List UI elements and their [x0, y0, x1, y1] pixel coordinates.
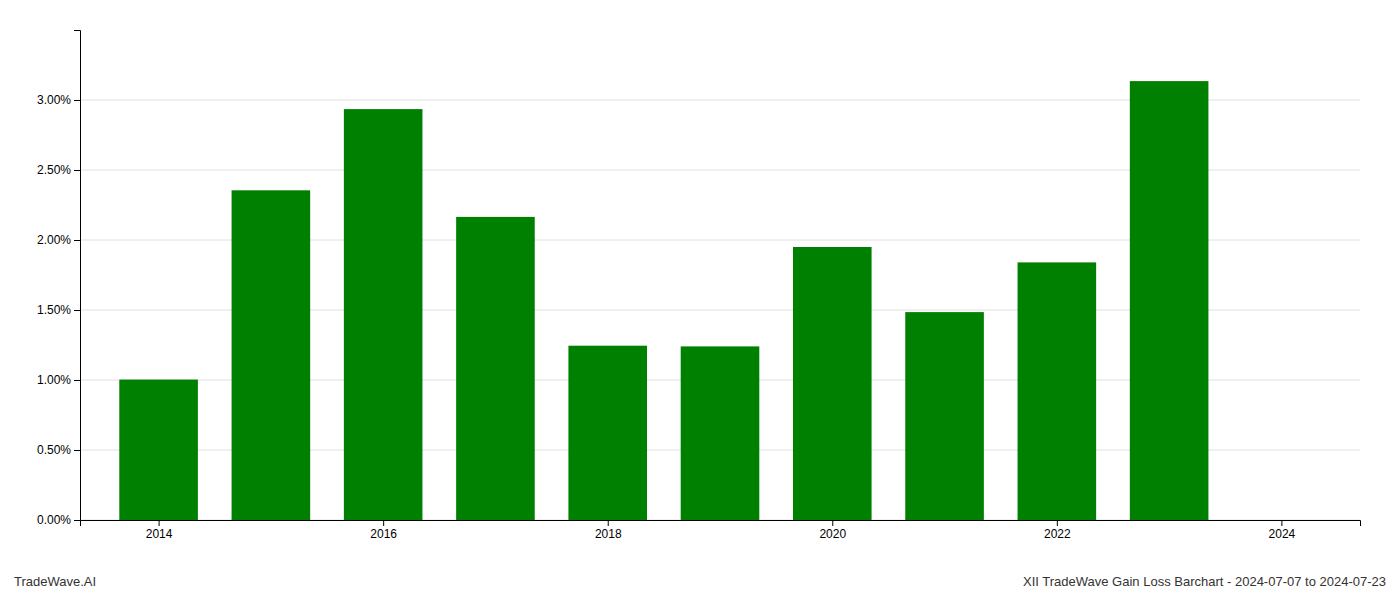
tick-mark	[74, 380, 80, 381]
tick: 1.50%	[37, 303, 80, 317]
tick-mark	[1057, 520, 1058, 526]
tick: 1.00%	[37, 373, 80, 387]
bar	[905, 312, 984, 520]
tick-label: 3.00%	[37, 93, 71, 107]
x-axis: 2014 2016 2018 2020 2022 2024	[81, 520, 1361, 541]
tick-label: 0.50%	[37, 443, 71, 457]
tick-mark	[74, 170, 80, 171]
tick: 2020	[819, 520, 846, 541]
axis-line	[74, 31, 81, 521]
footer-text: XII TradeWave Gain Loss Barchart - 2024-…	[1023, 574, 1386, 589]
tick: 0.00%	[37, 513, 80, 527]
tick: 2018	[595, 520, 622, 541]
bar	[232, 190, 311, 520]
bar	[1018, 262, 1097, 520]
tick-label: 2018	[595, 527, 622, 541]
bars	[119, 81, 1208, 520]
tick-mark	[74, 310, 80, 311]
chart: 2014 2016 2018 2020 2022 2024 0.00% 0.50% 1.00% 1…	[0, 0, 1400, 600]
tick-label: 0.00%	[37, 513, 71, 527]
tick-label: 2020	[819, 527, 846, 541]
tick-label: 2.00%	[37, 233, 71, 247]
bar	[456, 217, 535, 520]
tick-mark	[74, 450, 80, 451]
tick-label: 2016	[370, 527, 397, 541]
tick-label: 2024	[1269, 527, 1296, 541]
bar	[344, 109, 423, 520]
tick-mark	[159, 520, 160, 526]
tick: 2024	[1269, 520, 1296, 541]
tick: 2016	[370, 520, 397, 541]
plot-area: 2014 2016 2018 2020 2022 2024 0.00% 0.50% 1.00% 1…	[37, 31, 1361, 541]
tick-label: 2014	[146, 527, 173, 541]
tick-mark	[383, 520, 384, 526]
tick-label: 1.00%	[37, 373, 71, 387]
tick: 0.50%	[37, 443, 80, 457]
tick-mark	[832, 520, 833, 526]
bar	[681, 346, 760, 520]
bar	[1130, 81, 1209, 520]
tick-mark	[74, 240, 80, 241]
tick-mark	[608, 520, 609, 526]
tick-label: 1.50%	[37, 303, 71, 317]
tick: 3.00%	[37, 93, 80, 107]
tick-mark	[74, 100, 80, 101]
tick-mark	[74, 520, 80, 521]
tick-label: 2022	[1044, 527, 1071, 541]
y-axis: 0.00% 0.50% 1.00% 1.50% 2.00% 2.50% 3.00%	[37, 31, 81, 528]
tick: 2.00%	[37, 233, 80, 247]
bar	[119, 380, 198, 520]
bar	[568, 346, 647, 520]
tick: 2014	[146, 520, 173, 541]
tick: 2.50%	[37, 163, 80, 177]
tick: 2022	[1044, 520, 1071, 541]
footer-text: TradeWave.AI	[14, 574, 96, 589]
tick-label: 2.50%	[37, 163, 71, 177]
axis-line	[81, 521, 1361, 527]
tick-mark	[1281, 520, 1282, 526]
bar	[793, 247, 872, 520]
